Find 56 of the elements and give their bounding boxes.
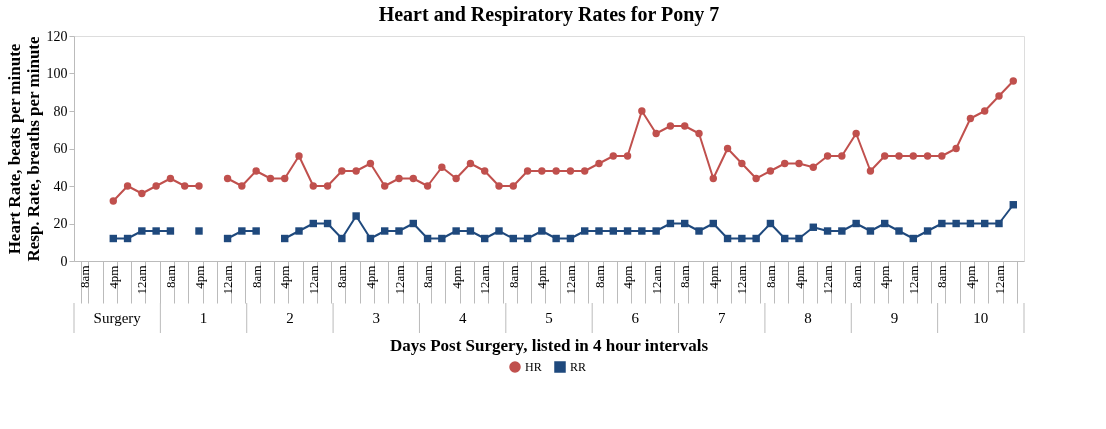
text: 7 (717, 310, 726, 326)
x-tick-label: 12am (562, 265, 578, 295)
legend-label: RR (570, 360, 587, 374)
text: 3 (372, 310, 381, 326)
y-axis-title: Heart Rate, beats per minute Resp. Rate, breaths per minute (4, 36, 43, 262)
x-tick-label: 4pm (877, 265, 893, 289)
text: 8 (804, 310, 812, 326)
legend-label: HR (525, 360, 542, 374)
y-tick-label: 120 (46, 28, 68, 44)
x-tick-label: 4pm (620, 265, 636, 289)
x-tick-label: 8am (162, 265, 178, 288)
x-tick-label: 8am (591, 265, 607, 288)
x-tick-label: 4pm (534, 265, 550, 289)
x-tick-label: 8am (420, 265, 436, 288)
x-tick-label: 4pm (191, 265, 207, 289)
text: 4 (458, 310, 467, 326)
y-tick-label: 0 (60, 253, 68, 269)
text: 5 (545, 310, 553, 326)
x-tick-label: 4pm (105, 265, 121, 289)
x-tick-label: 8am (934, 265, 950, 288)
x-tick-label: 12am (648, 265, 664, 295)
y-tick-label: 80 (53, 103, 68, 119)
chart-title: Heart and Respiratory Rates for Pony 7 (378, 3, 720, 26)
x-tick-label: 8am (677, 265, 693, 288)
x-tick-label: 4pm (362, 265, 378, 289)
text: 6 (631, 310, 640, 326)
x-tick-label: 4pm (277, 265, 293, 289)
x-tick-label: 8am (248, 265, 264, 288)
text: 1 (199, 310, 208, 326)
x-tick-label: 12am (734, 265, 750, 295)
text: 10 (973, 310, 989, 326)
x-axis-title: Days Post Surgery, listed in 4 hour intervals (390, 336, 709, 355)
x-tick-label: 4pm (448, 265, 464, 289)
x-tick-label: 4pm (962, 265, 978, 289)
x-tick-label: 8am (77, 265, 93, 288)
x-tick-label: 12am (305, 265, 321, 295)
y-tick-label: 20 (53, 216, 68, 231)
text: Surgery (93, 310, 142, 326)
x-tick-label: 12am (391, 265, 407, 295)
x-tick-label: 4pm (705, 265, 721, 289)
x-tick-label: 12am (991, 265, 1007, 295)
x-tick-label: 12am (820, 265, 836, 295)
x-tick-label: 8am (848, 265, 864, 288)
x-tick-label: 12am (477, 265, 493, 295)
x-tick-label: 12am (134, 265, 150, 295)
x-tick-label: 12am (220, 265, 236, 295)
text: 9 (890, 310, 899, 326)
x-tick-label: 4pm (791, 265, 807, 289)
y-tick-label: 40 (53, 178, 68, 194)
x-tick-label: 8am (505, 265, 521, 288)
y-tick-label: 100 (46, 66, 68, 81)
x-tick-label: 12am (905, 265, 921, 295)
x-tick-label: 8am (762, 265, 778, 288)
text: 2 (286, 310, 294, 326)
y-tick-label: 60 (53, 141, 68, 156)
x-tick-label: 8am (334, 265, 350, 288)
